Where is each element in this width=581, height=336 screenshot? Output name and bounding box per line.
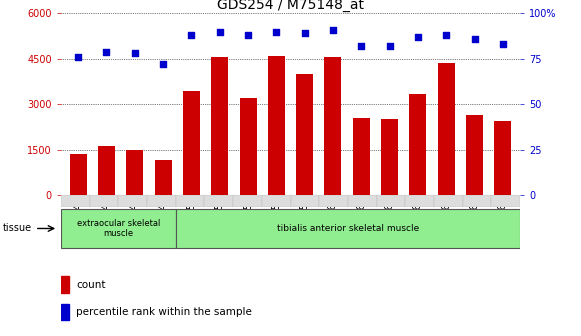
Bar bbox=[126, 150, 143, 195]
Bar bbox=[438, 64, 455, 195]
Text: count: count bbox=[76, 280, 105, 290]
Bar bbox=[175, 195, 205, 207]
Bar bbox=[147, 195, 175, 207]
Bar bbox=[61, 304, 69, 320]
Bar bbox=[89, 195, 119, 207]
Bar bbox=[296, 74, 313, 195]
Point bbox=[442, 33, 451, 38]
Point bbox=[328, 27, 338, 33]
Point bbox=[159, 61, 168, 67]
Bar bbox=[434, 195, 462, 207]
Point bbox=[470, 36, 479, 42]
Bar bbox=[155, 160, 171, 195]
Bar bbox=[183, 91, 200, 195]
Point bbox=[498, 42, 508, 47]
Bar bbox=[268, 56, 285, 195]
Bar bbox=[353, 118, 370, 195]
Point bbox=[357, 43, 366, 49]
Bar bbox=[70, 154, 87, 195]
Bar bbox=[61, 195, 89, 207]
Point bbox=[300, 31, 309, 36]
Bar bbox=[233, 195, 262, 207]
Bar bbox=[211, 57, 228, 195]
Bar bbox=[325, 57, 342, 195]
Point bbox=[413, 34, 422, 40]
Bar bbox=[119, 195, 147, 207]
Text: tibialis anterior skeletal muscle: tibialis anterior skeletal muscle bbox=[277, 224, 419, 233]
Text: extraocular skeletal
muscle: extraocular skeletal muscle bbox=[77, 219, 160, 238]
Point bbox=[73, 54, 83, 60]
Point bbox=[272, 29, 281, 34]
Bar bbox=[462, 195, 492, 207]
Point bbox=[385, 43, 394, 49]
Point bbox=[215, 29, 224, 34]
Point bbox=[243, 33, 253, 38]
Text: tissue: tissue bbox=[3, 223, 32, 234]
Bar bbox=[61, 209, 175, 248]
Bar bbox=[290, 195, 319, 207]
Bar bbox=[376, 195, 406, 207]
Bar bbox=[492, 195, 520, 207]
Bar bbox=[406, 195, 434, 207]
Bar bbox=[98, 146, 115, 195]
Bar bbox=[262, 195, 290, 207]
Title: GDS254 / M75148_at: GDS254 / M75148_at bbox=[217, 0, 364, 12]
Bar bbox=[466, 115, 483, 195]
Bar bbox=[319, 195, 348, 207]
Bar bbox=[381, 119, 398, 195]
Point bbox=[102, 49, 111, 54]
Bar bbox=[239, 98, 256, 195]
Bar bbox=[494, 121, 511, 195]
Text: percentile rank within the sample: percentile rank within the sample bbox=[76, 307, 252, 317]
Point bbox=[130, 51, 139, 56]
Bar bbox=[348, 195, 376, 207]
Bar bbox=[410, 93, 426, 195]
Bar bbox=[175, 209, 520, 248]
Bar bbox=[205, 195, 233, 207]
Point bbox=[187, 33, 196, 38]
Bar bbox=[61, 276, 69, 293]
